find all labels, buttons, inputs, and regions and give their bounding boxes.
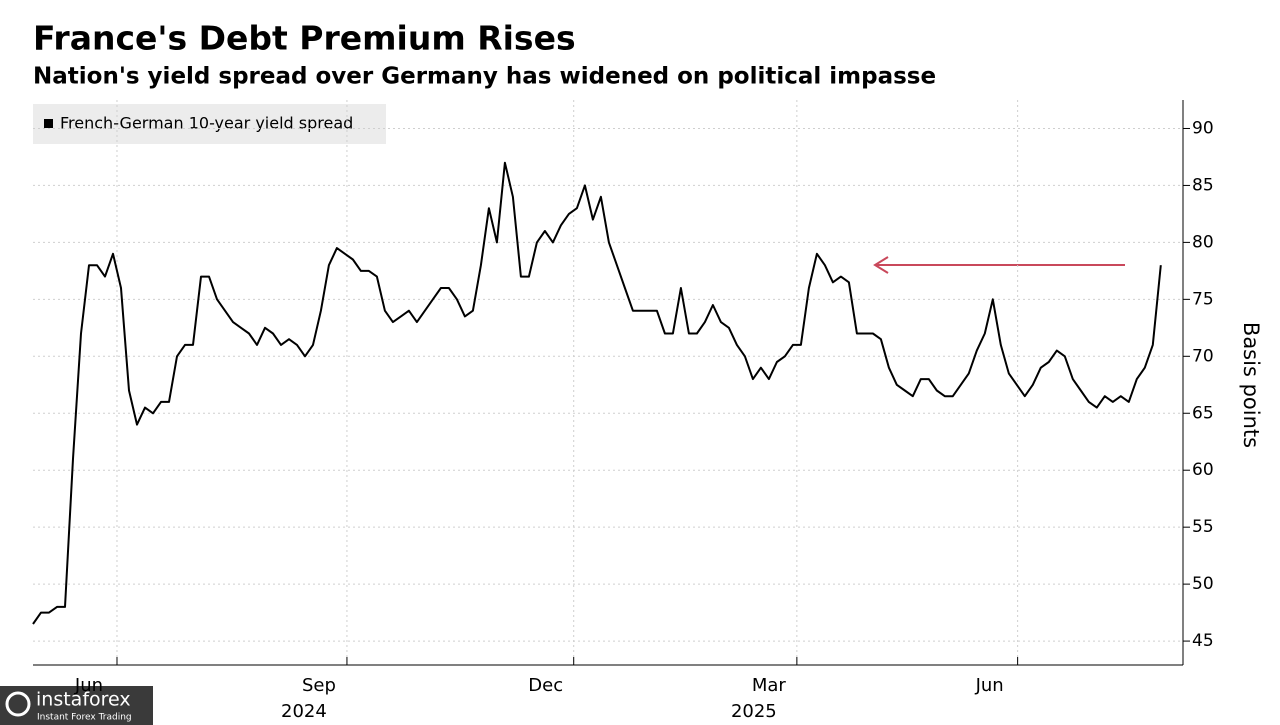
- x-tick-label: Sep: [302, 675, 336, 696]
- arrow-head: [873, 256, 889, 274]
- watermark-logo: [5, 691, 31, 717]
- x-tick-label: Mar: [752, 675, 787, 696]
- y-tick-label: 65: [1192, 403, 1214, 423]
- legend-box: [33, 104, 386, 144]
- y-tick-label: 60: [1192, 460, 1214, 480]
- watermark: instaforex Instant Forex Trading: [0, 686, 153, 725]
- y-tick-label: 85: [1192, 175, 1214, 195]
- chart-subtitle: Nation's yield spread over Germany has w…: [33, 64, 936, 90]
- legend: French-German 10-year yield spread: [33, 104, 386, 144]
- legend-label: French-German 10-year yield spread: [60, 114, 353, 133]
- x-tick-label: Jun: [975, 675, 1004, 696]
- year-label: 2024: [281, 701, 327, 722]
- legend-swatch: [44, 119, 53, 128]
- year-label: 2025: [731, 701, 777, 722]
- watermark-box: [0, 686, 153, 725]
- x-tick-label: Dec: [528, 675, 563, 696]
- y-tick-label: 50: [1192, 574, 1214, 594]
- y-tick-label: 55: [1192, 517, 1214, 537]
- y-tick-label: 75: [1192, 289, 1214, 309]
- series-line: [32, 161, 1162, 625]
- chart-title: France's Debt Premium Rises: [33, 19, 576, 58]
- x-tick-label: Jun: [74, 675, 103, 696]
- y-axis-label: Basis points: [1239, 322, 1263, 448]
- y-tick-label: 80: [1192, 232, 1214, 252]
- watermark-tagline: Instant Forex Trading: [37, 713, 132, 723]
- watermark-brand: instaforex: [36, 689, 131, 711]
- y-tick-label: 45: [1192, 631, 1214, 651]
- y-tick-label: 70: [1192, 346, 1214, 366]
- y-tick-label: 90: [1192, 118, 1214, 138]
